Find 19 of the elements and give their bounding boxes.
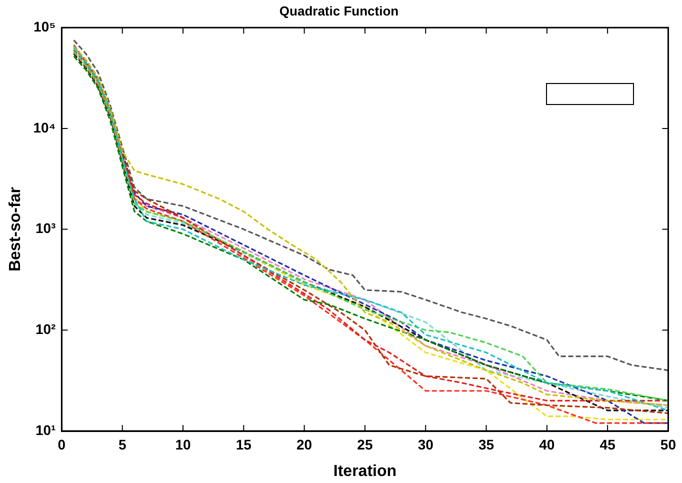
y-tick-label: 10¹ — [35, 422, 56, 438]
x-tick-label: 50 — [660, 436, 676, 452]
y-tick-label: 10⁴ — [33, 119, 56, 136]
chart-title: Quadratic Function — [279, 3, 399, 18]
y-tick-label: 10² — [35, 321, 56, 338]
y-tick-label: 10³ — [35, 220, 56, 236]
x-tick-label: 15 — [236, 436, 252, 452]
x-tick-label: 25 — [357, 436, 373, 452]
x-axis-title: Iteration — [333, 462, 397, 480]
x-tick-label: 30 — [418, 436, 434, 452]
y-tick-label: 10⁵ — [34, 18, 56, 34]
y-axis-title: Best-so-far — [7, 187, 24, 272]
x-tick-label: 0 — [58, 436, 66, 452]
x-tick-label: 5 — [118, 436, 126, 452]
x-tick-label: 10 — [175, 436, 191, 452]
x-tick-label: 40 — [539, 436, 555, 452]
x-tick-label: 20 — [296, 436, 312, 452]
x-tick-label: 35 — [478, 436, 494, 452]
x-tick-label: 45 — [600, 436, 616, 452]
